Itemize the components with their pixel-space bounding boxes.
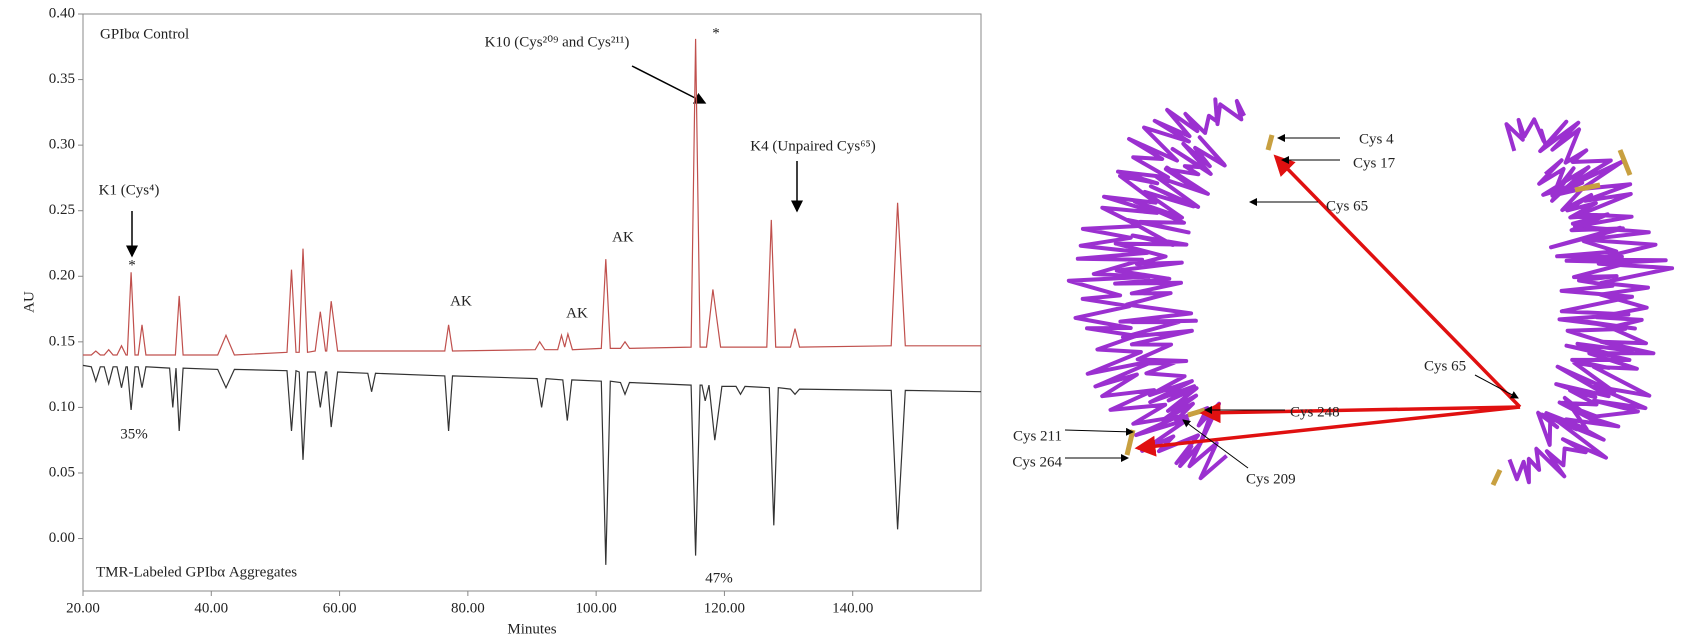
x-axis-label: Minutes <box>507 621 556 637</box>
series-label: TMR-Labeled GPIbα Aggregates <box>96 564 297 580</box>
arrow <box>631 65 707 104</box>
residue-label: Cys 209 <box>1246 471 1296 487</box>
annotation: K4 (Unpaired Cys⁶⁵) <box>750 138 875 154</box>
residue-label: Cys 264 <box>1012 454 1062 470</box>
residue-label: Cys 4 <box>1359 131 1394 147</box>
x-tick-label: 140.00 <box>832 600 873 616</box>
pointer <box>1474 374 1519 399</box>
x-tick-label: 20.00 <box>66 600 100 616</box>
protein-structure <box>1066 97 1675 487</box>
annotation: * <box>128 257 136 273</box>
residue-label: Cys 248 <box>1290 404 1340 420</box>
arrow <box>1273 154 1522 409</box>
y-tick-label: 0.00 <box>49 530 75 546</box>
annotation: 47% <box>705 570 733 586</box>
annotation: 35% <box>120 426 148 442</box>
residue-label: Cys 65 <box>1326 198 1368 214</box>
plot-frame <box>82 13 982 592</box>
backbone <box>1066 97 1246 481</box>
annotation: K10 (Cys²⁰⁹ and Cys²¹¹) <box>485 34 630 50</box>
residue-label: Cys 65 <box>1424 358 1466 374</box>
disulfide <box>1490 468 1503 487</box>
pointer <box>1182 419 1249 469</box>
x-tick-label: 40.00 <box>194 600 228 616</box>
annotation: AK <box>566 305 588 321</box>
trace <box>83 38 981 356</box>
x-tick-label: 80.00 <box>451 600 485 616</box>
arrow <box>1134 405 1521 457</box>
y-tick-label: 0.15 <box>49 333 75 349</box>
backbone <box>1536 158 1637 447</box>
disulfide <box>1124 429 1136 456</box>
x-tick-label: 60.00 <box>323 600 357 616</box>
arrow <box>1199 402 1521 424</box>
y-tick-label: 0.25 <box>49 202 75 218</box>
disulfide-arrows <box>1134 154 1522 457</box>
disulfide <box>1617 149 1633 176</box>
x-tick-label: 120.00 <box>704 600 745 616</box>
annotation: AK <box>612 229 634 245</box>
x-tick-label: 100.00 <box>576 600 617 616</box>
y-axis-label: AU <box>21 291 37 313</box>
y-tick-label: 0.35 <box>49 71 75 87</box>
y-tick-label: 0.30 <box>49 137 75 153</box>
disulfide <box>1574 182 1601 193</box>
y-tick-label: 0.20 <box>49 268 75 284</box>
backbone <box>1504 117 1675 485</box>
series-label: GPIbα Control <box>100 26 189 42</box>
backbone <box>1113 135 1227 446</box>
y-tick-label: 0.05 <box>49 464 75 480</box>
annotation: * <box>712 25 720 41</box>
y-tick-label: 0.10 <box>49 399 75 415</box>
trace <box>82 364 982 565</box>
residue-label: Cys 17 <box>1353 155 1396 171</box>
annotation: K1 (Cys⁴) <box>99 182 160 198</box>
pointer <box>1064 427 1134 436</box>
disulfide <box>1265 134 1275 151</box>
y-tick-label: 0.40 <box>49 5 75 21</box>
annotation: AK <box>450 293 472 309</box>
residue-label: Cys 211 <box>1013 428 1062 444</box>
